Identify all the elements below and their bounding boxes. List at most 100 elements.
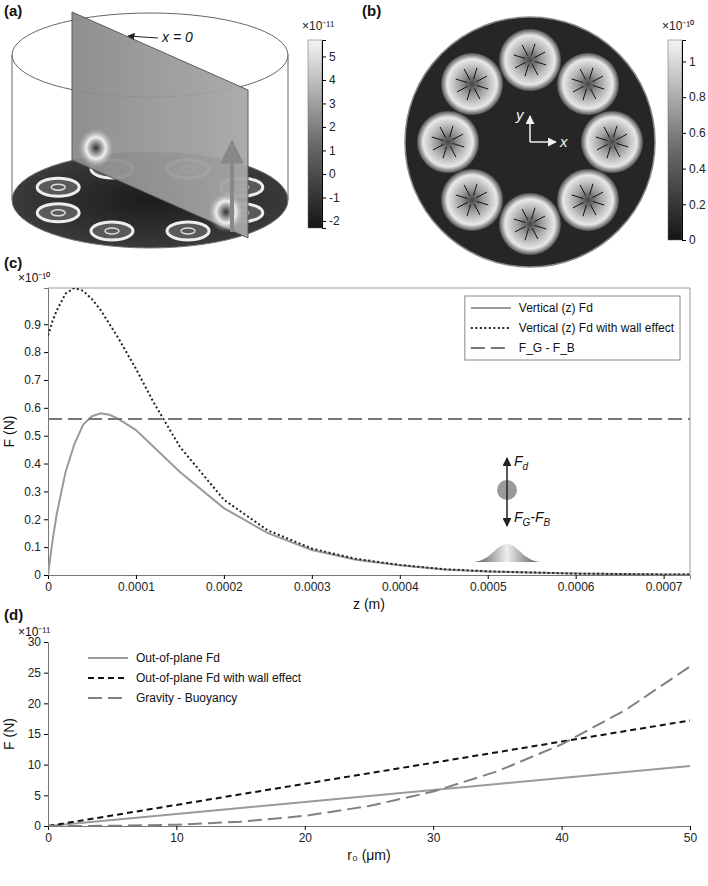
tick: 0.2 <box>24 513 48 527</box>
tick-label: 10 <box>28 758 42 772</box>
panel-label: (c) <box>4 254 22 271</box>
tick: 40 <box>555 826 569 845</box>
tick: 0.0005 <box>470 575 507 594</box>
tick-label: 0.8 <box>689 90 706 104</box>
tick: 0.8 <box>24 345 48 359</box>
subscript: B <box>544 517 551 528</box>
vector-arrow <box>535 225 546 229</box>
vector-arrow <box>467 205 471 216</box>
tick-mark <box>44 491 48 492</box>
legend-label: Vertical (z) Fd <box>519 301 593 315</box>
subscript: d <box>523 461 529 472</box>
tick-label: 0 <box>34 568 41 582</box>
legend-item: Vertical (z) Fd <box>471 301 593 315</box>
legend-item: Vertical (z) Fd with wall effect <box>471 321 675 335</box>
vector-arrow <box>532 64 538 75</box>
tick-mark <box>44 519 48 520</box>
tick-mark <box>44 436 48 437</box>
vector-arrow <box>583 205 587 216</box>
tick-mark <box>682 61 686 62</box>
tick-mark <box>322 197 326 198</box>
vector-arrow <box>449 126 453 137</box>
legend-item: Out-of-plane Fd <box>88 651 220 665</box>
tick-mark <box>44 703 48 704</box>
annotation: Fd <box>514 453 529 472</box>
axis: 00.00010.00020.00030.00040.00050.00060.0… <box>45 575 690 594</box>
field-blob <box>441 169 503 231</box>
tick-label: -2 <box>329 214 340 228</box>
vector-arrow <box>453 143 464 147</box>
tick-mark <box>433 826 434 830</box>
series-line <box>48 418 690 420</box>
tick: 0.0007 <box>646 575 683 594</box>
tick: 2 <box>322 120 336 134</box>
legend-label: Gravity - Buoyancy <box>136 691 237 705</box>
tick-mark <box>44 352 48 353</box>
tick-mark <box>322 174 326 175</box>
tick: 50 <box>684 826 698 845</box>
vector-arrow <box>474 204 480 215</box>
axis: 051015202530 <box>28 635 49 833</box>
field-blob <box>37 204 79 222</box>
axis-title: z (m) <box>353 596 385 612</box>
plane-blob <box>78 128 114 168</box>
tick: 30 <box>427 826 441 845</box>
legend-swatch <box>471 327 511 329</box>
tick: 0.8 <box>682 90 706 104</box>
legend: Vertical (z) Fd Vertical (z) Fd with wall… <box>465 296 680 360</box>
field-blob-core <box>51 210 65 216</box>
vector-arrow <box>525 229 529 240</box>
series-line <box>48 667 690 826</box>
vector-arrow <box>607 147 611 158</box>
tick-label: 2 <box>329 120 336 134</box>
tick-label: 0 <box>34 819 41 833</box>
vector-arrow <box>573 202 584 208</box>
tick-label: 0.4 <box>24 457 41 471</box>
vector-arrow <box>515 226 526 232</box>
cylinder-side <box>288 55 289 200</box>
tick-label: 0 <box>45 580 52 594</box>
tick-mark <box>44 575 48 576</box>
tick-mark <box>44 765 48 766</box>
tick: 0.0001 <box>118 575 155 594</box>
tick-mark <box>322 127 326 128</box>
vector-arrow <box>432 137 443 141</box>
tick: 0.0003 <box>294 575 331 594</box>
tick-mark <box>44 734 48 735</box>
tick: 0.3 <box>24 485 48 499</box>
tick: 0.0002 <box>206 575 243 594</box>
legend-label: Vertical (z) Fd with wall effect <box>519 321 675 335</box>
tick-mark <box>682 97 686 98</box>
legend-swatch <box>471 307 511 309</box>
field-blob-core <box>105 228 119 234</box>
vector-arrow <box>583 89 587 100</box>
vector-arrow <box>589 68 593 79</box>
tick-mark <box>682 204 686 205</box>
series-line <box>48 288 690 575</box>
force-arrow <box>506 458 508 490</box>
tick-label: 0 <box>329 167 336 181</box>
tick: 0.2 <box>682 198 706 212</box>
tick: 25 <box>28 666 48 680</box>
acoustic-hill <box>474 544 540 562</box>
field-blob <box>557 169 619 231</box>
field-2d <box>405 17 655 267</box>
tick-mark <box>562 826 563 830</box>
colorbar <box>668 40 682 240</box>
tick-label: 20 <box>28 697 42 711</box>
tick-mark <box>322 221 326 222</box>
tick-label: -1 <box>329 191 340 205</box>
tick-label: 0.7 <box>24 373 41 387</box>
tick-label: 0.0006 <box>558 580 595 594</box>
axis-line <box>44 643 49 827</box>
tick-mark <box>136 575 137 579</box>
tick-label: 3 <box>329 97 336 111</box>
axis-line <box>49 576 691 580</box>
tick-mark <box>44 795 48 796</box>
tick-label: 0.2 <box>24 513 41 527</box>
tick: 0.0006 <box>558 575 595 594</box>
panel-label: (a) <box>4 2 22 19</box>
legend-label: Out-of-plane Fd <box>136 651 220 665</box>
tick-label: 15 <box>28 727 42 741</box>
vector-arrow <box>534 216 545 222</box>
